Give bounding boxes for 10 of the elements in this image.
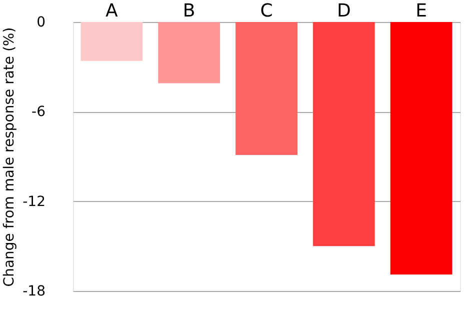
- x-tick-label: C: [260, 0, 273, 22]
- y-tick-label: -6: [32, 104, 46, 120]
- x-tick-label: A: [106, 0, 119, 22]
- x-tick-label: E: [416, 0, 427, 22]
- x-tick-label: B: [182, 0, 196, 22]
- x-tick-label: D: [336, 0, 351, 22]
- y-tick-label: -18: [22, 284, 46, 300]
- y-tick-label: -12: [22, 194, 46, 210]
- y-tick-label: 0: [36, 14, 46, 30]
- y-axis-title: Change from male response rate (%): [2, 27, 18, 287]
